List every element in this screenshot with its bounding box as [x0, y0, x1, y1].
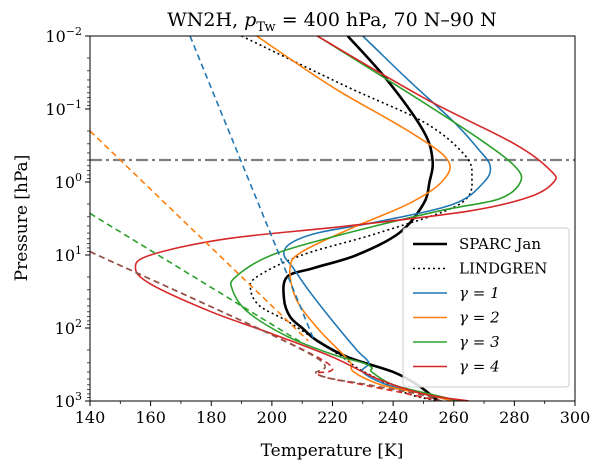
x-tick-label: 200	[257, 408, 288, 427]
y-tick-label: 102	[55, 317, 82, 338]
x-tick-label: 180	[196, 408, 227, 427]
series-line-extra-7	[90, 130, 309, 342]
legend-label: γ = 4	[459, 358, 500, 376]
series-line-extra-6	[189, 36, 316, 342]
axes-frame	[89, 35, 576, 402]
x-tick-label: 160	[135, 408, 166, 427]
series-line-extra-8	[90, 212, 303, 344]
y-tick-label: 10−2	[45, 25, 82, 46]
y-tick-label: 101	[55, 244, 82, 265]
legend-label: γ = 1	[459, 284, 500, 302]
plot-lines	[90, 36, 575, 401]
x-tick-label: 300	[560, 408, 591, 427]
y-axis-label: Pressure [hPa]	[12, 155, 32, 282]
y-tick-label: 10−1	[45, 98, 82, 119]
x-tick-label: 140	[75, 408, 106, 427]
legend-label: SPARC Jan	[459, 235, 541, 253]
series-line-extra-10	[90, 250, 442, 401]
series-line-3	[229, 36, 523, 401]
series-line-lindgren	[241, 36, 473, 401]
legend-label: LINDGREN	[459, 260, 547, 278]
series-line-4	[134, 36, 557, 401]
chart-title: WN2H, pTw = 400 hPa, 70 N–90 N	[167, 9, 496, 35]
x-tick-label: 260	[438, 408, 469, 427]
legend: SPARC Jan LINDGREN γ = 1 γ = 2 γ = 3 γ = 4	[402, 227, 570, 388]
axes-ticks: 140 160 180 200 220 240 260 280 300 10−2 10−1 100 10…	[45, 25, 590, 427]
series-line-2	[256, 36, 454, 401]
series-line-sparc-jan	[282, 36, 440, 401]
x-tick-label: 220	[317, 408, 348, 427]
y-tick-label: 103	[55, 390, 82, 411]
x-tick-label: 240	[378, 408, 409, 427]
y-tick-label: 100	[55, 171, 82, 192]
x-tick-label: 280	[499, 408, 530, 427]
series-line-extra-9	[90, 250, 439, 401]
x-axis-label: Temperature [K]	[261, 441, 404, 461]
legend-label: γ = 3	[459, 333, 500, 351]
legend-label: γ = 2	[459, 309, 500, 327]
